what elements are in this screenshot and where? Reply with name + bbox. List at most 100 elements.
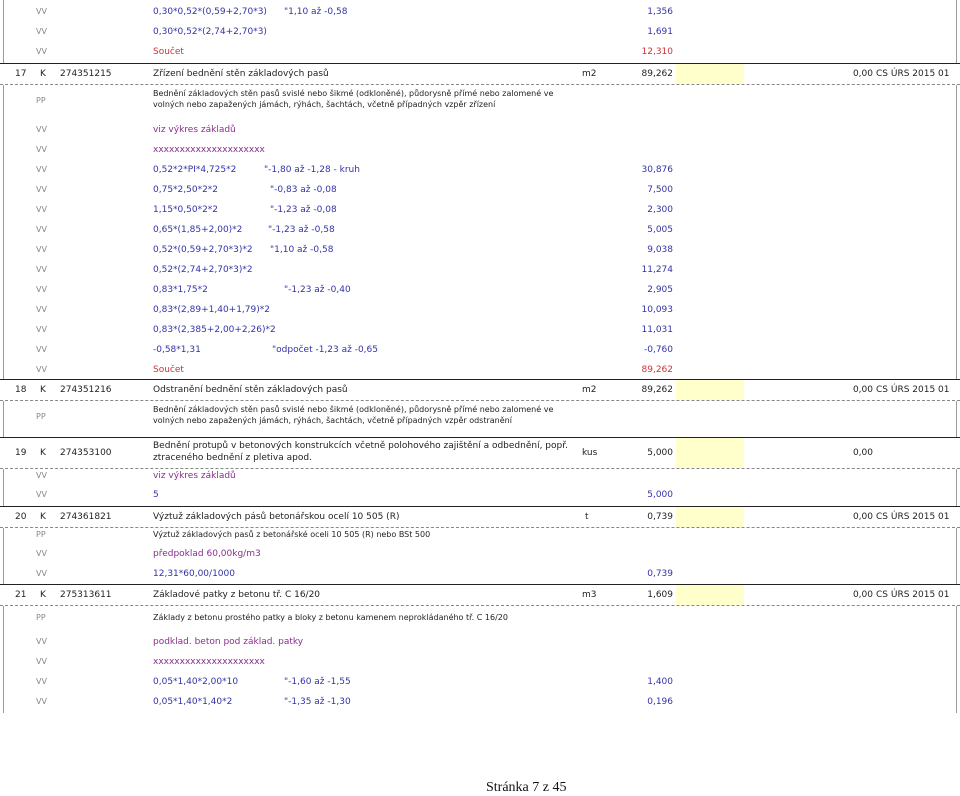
- price-input-cell[interactable]: [676, 438, 744, 468]
- price-input-cell[interactable]: [676, 585, 744, 605]
- item-row: 18 K 274351216 Odstranění bednění stěn z…: [0, 379, 960, 401]
- table-row: VV 1,15*0,50*2*2 "-1,23 až -0,08 2,300: [0, 204, 960, 218]
- row-code: VV: [36, 165, 47, 174]
- budget-table: VV 0,30*0,52*(0,59+2,70*3) "1,10 až -0,5…: [0, 0, 960, 713]
- item-code: 275313611: [60, 590, 112, 600]
- page-number: Stránka 7 z 45: [486, 780, 567, 795]
- item-code: 274351216: [60, 385, 112, 395]
- row-quantity: 5,000: [647, 490, 673, 500]
- row-quantity: 0,739: [647, 569, 673, 579]
- row-note: "1,10 až -0,58: [270, 245, 334, 255]
- row-code: VV: [36, 125, 47, 134]
- row-formula: 5: [153, 490, 159, 500]
- row-formula: 0,05*1,40*1,40*2: [153, 697, 233, 707]
- row-quantity: 10,093: [641, 305, 674, 315]
- table-left-border: [3, 0, 4, 713]
- item-price-source: CS ÚRS 2015 01: [876, 512, 950, 522]
- item-quantity: 89,262: [641, 69, 674, 79]
- row-sum-value: 12,310: [641, 47, 674, 57]
- table-row: VV 0,83*1,75*2 "-1,23 až -0,40 2,905: [0, 284, 960, 298]
- price-input-cell[interactable]: [676, 380, 744, 400]
- row-code: VV: [36, 677, 47, 686]
- table-row: VV 0,30*0,52*(0,59+2,70*3) "1,10 až -0,5…: [0, 6, 960, 20]
- row-quantity: 1,691: [647, 27, 673, 37]
- row-code: VV: [36, 697, 47, 706]
- table-row: VV 0,52*2*PI*4,725*2 "-1,80 až -1,28 - k…: [0, 164, 960, 178]
- row-sum-value: 89,262: [641, 365, 674, 375]
- row-note: "-1,23 až -0,58: [268, 225, 335, 235]
- item-description: Bednění protupů v betonových konstrukcíc…: [153, 441, 568, 463]
- row-comment: viz výkres základů: [153, 471, 236, 481]
- item-row: 19 K 274353100 Bednění protupů v betonov…: [0, 437, 960, 469]
- row-code: VV: [36, 490, 47, 499]
- row-code: VV: [36, 7, 47, 16]
- row-code: VV: [36, 47, 47, 56]
- row-code: PP: [36, 412, 46, 421]
- item-description: Zřízení bednění stěn základových pasů: [153, 69, 329, 79]
- row-note: "1,10 až -0,58: [284, 7, 348, 17]
- item-quantity: 1,609: [647, 590, 673, 600]
- row-code: VV: [36, 205, 47, 214]
- row-quantity: 11,274: [641, 265, 674, 275]
- table-row: PP Bednění základových stěn pasů svislé …: [0, 88, 960, 114]
- item-price: 0,00: [852, 385, 873, 395]
- row-quantity: 1,356: [647, 7, 673, 17]
- row-code: VV: [36, 305, 47, 314]
- price-input-cell[interactable]: [676, 64, 744, 84]
- row-long-description: Bednění základových stěn pasů svislé neb…: [153, 89, 554, 109]
- item-code: 274361821: [60, 512, 112, 522]
- row-formula: 1,15*0,50*2*2: [153, 205, 219, 215]
- row-code: VV: [36, 549, 47, 558]
- item-code: 274351215: [60, 69, 112, 79]
- row-code: VV: [36, 225, 47, 234]
- item-price-source: CS ÚRS 2015 01: [876, 590, 950, 600]
- row-comment: viz výkres základů: [153, 125, 236, 135]
- row-note: "-1,60 až -1,55: [284, 677, 351, 687]
- item-kind: K: [40, 512, 46, 522]
- row-quantity: 2,905: [647, 285, 673, 295]
- row-quantity: 11,031: [641, 325, 674, 335]
- table-row: PP Základy z betonu prostého patky a blo…: [0, 612, 960, 626]
- table-row: VV předpoklad 60,00kg/m3: [0, 548, 960, 562]
- table-row: VV 0,83*(2,385+2,00+2,26)*2 11,031: [0, 324, 960, 338]
- row-formula: 0,65*(1,85+2,00)*2: [153, 225, 243, 235]
- table-row: VV Součet 89,262: [0, 364, 960, 378]
- table-right-border: [956, 0, 957, 713]
- item-number: 19: [15, 448, 27, 458]
- item-price-source: CS ÚRS 2015 01: [876, 385, 950, 395]
- row-quantity: 5,005: [647, 225, 673, 235]
- table-row: VV 0,65*(1,85+2,00)*2 "-1,23 až -0,58 5,…: [0, 224, 960, 238]
- row-comment: předpoklad 60,00kg/m3: [153, 549, 261, 559]
- item-unit: m2: [582, 385, 597, 395]
- row-quantity: -0,760: [643, 345, 673, 355]
- table-row: PP Výztuž základových pasů z betonářské …: [0, 529, 960, 543]
- item-quantity: 0,739: [647, 512, 673, 522]
- item-row: 20 K 274361821 Výztuž základových pásů b…: [0, 506, 960, 528]
- row-code: VV: [36, 657, 47, 666]
- row-comment: podklad. beton pod základ. patky: [153, 637, 304, 647]
- item-price: 0,00: [852, 69, 873, 79]
- row-code: VV: [36, 285, 47, 294]
- price-input-cell[interactable]: [676, 507, 744, 527]
- item-row: 17 K 274351215 Zřízení bednění stěn zákl…: [0, 63, 960, 85]
- table-row: VV 5 5,000: [0, 489, 960, 503]
- row-code: VV: [36, 345, 47, 354]
- row-formula: 0,83*1,75*2: [153, 285, 208, 295]
- row-formula: 12,31*60,00/1000: [153, 569, 235, 579]
- item-price-source: CS ÚRS 2015 01: [876, 69, 950, 79]
- row-code: VV: [36, 265, 47, 274]
- row-code: VV: [36, 471, 47, 480]
- row-sum-label: Součet: [153, 365, 184, 375]
- row-formula: 0,52*(0,59+2,70*3)*2: [153, 245, 253, 255]
- row-quantity: 9,038: [647, 245, 673, 255]
- item-number: 17: [15, 69, 27, 79]
- table-row: VV 0,30*0,52*(2,74+2,70*3) 1,691: [0, 26, 960, 40]
- table-row: VV 0,05*1,40*2,00*10 "-1,60 až -1,55 1,4…: [0, 676, 960, 690]
- row-formula: -0,58*1,31: [153, 345, 201, 355]
- item-unit: m3: [582, 590, 597, 600]
- row-long-description: Základy z betonu prostého patky a bloky …: [153, 613, 508, 622]
- row-code: PP: [36, 530, 46, 539]
- table-row: VV Součet 12,310: [0, 46, 960, 60]
- row-code: VV: [36, 569, 47, 578]
- row-formula: 0,52*(2,74+2,70*3)*2: [153, 265, 253, 275]
